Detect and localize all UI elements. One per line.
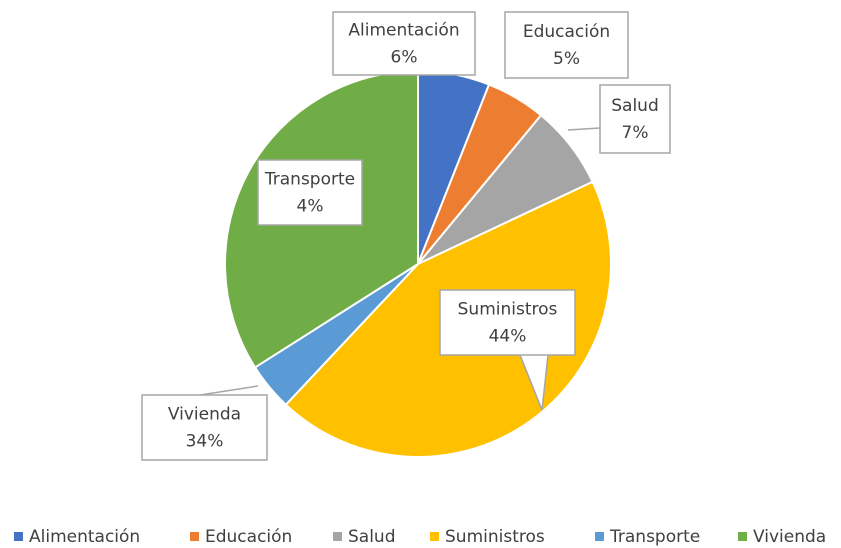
label-box bbox=[439, 289, 576, 356]
legend-label: Educación bbox=[205, 527, 292, 547]
data-label-value: 6% bbox=[391, 48, 418, 68]
label-box bbox=[504, 11, 629, 79]
data-label-value: 5% bbox=[553, 49, 580, 69]
legend-label: Suministros bbox=[445, 527, 545, 547]
data-label-value: 34% bbox=[186, 432, 224, 452]
legend-swatch bbox=[14, 532, 23, 541]
legend-swatch bbox=[430, 532, 439, 541]
data-label-name: Suministros bbox=[458, 300, 558, 320]
data-label-name: Transporte bbox=[264, 170, 355, 190]
legend-swatch bbox=[190, 532, 199, 541]
leader-line bbox=[199, 385, 259, 396]
label-box bbox=[332, 11, 476, 76]
data-label-name: Alimentación bbox=[348, 21, 459, 41]
data-label-name: Salud bbox=[611, 96, 659, 116]
label-box bbox=[257, 159, 363, 226]
data-label-name: Educación bbox=[523, 22, 610, 42]
legend-swatch bbox=[595, 532, 604, 541]
legend-swatch bbox=[333, 532, 342, 541]
data-label-value: 7% bbox=[622, 123, 649, 143]
data-label-name: Vivienda bbox=[168, 405, 241, 425]
leader-line bbox=[519, 354, 549, 411]
legend-label: Alimentación bbox=[29, 527, 140, 547]
legend-label: Salud bbox=[348, 527, 396, 547]
legend-label: Transporte bbox=[609, 527, 700, 547]
legend-swatch bbox=[738, 532, 747, 541]
label-box bbox=[141, 394, 268, 461]
label-box bbox=[599, 84, 671, 154]
data-label-value: 44% bbox=[489, 327, 527, 347]
leader-line bbox=[567, 127, 601, 131]
data-label-value: 4% bbox=[297, 197, 324, 217]
legend-label: Vivienda bbox=[753, 527, 826, 547]
